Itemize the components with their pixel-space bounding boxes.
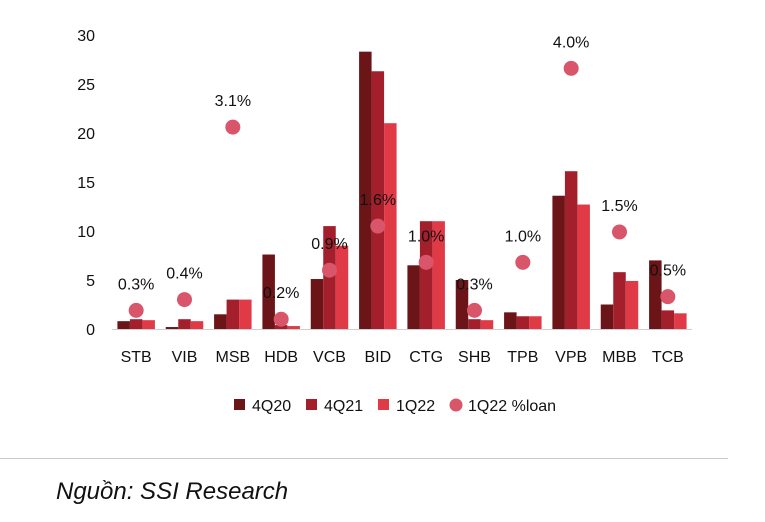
loan-ratio-points: 0.3% 0.4% 3.1% 0.2% 0.9% 1.6% 1.0% 0.3% 1.0% 4.0%… <box>118 34 686 327</box>
loan-point-vib <box>177 292 192 308</box>
x-tick-label: MSB <box>215 349 250 366</box>
legend-label: 1Q22 %loan <box>468 398 556 415</box>
bar-4q20-hdb <box>262 254 275 329</box>
bar-4q21-mbb <box>613 272 626 329</box>
bar-1q22-vcb <box>335 245 349 329</box>
legend-swatch <box>234 399 245 410</box>
y-tick-label: 10 <box>77 224 95 241</box>
bar-4q21-stb <box>129 319 143 329</box>
legend-item-1q22-loan: 1Q22 %loan <box>449 398 556 415</box>
source-note: Nguồn: SSI Research <box>56 478 289 505</box>
bar-4q20-mbb <box>600 304 614 329</box>
bar-1q22-stb <box>142 320 155 329</box>
y-axis-ticks: 0 5 10 15 20 25 30 <box>77 28 95 339</box>
bar-4q21-tcb <box>661 310 675 329</box>
y-tick-label: 25 <box>77 77 95 94</box>
legend-item-1q22: 1Q22 <box>378 398 435 415</box>
bar-4q20-tcb <box>649 260 662 329</box>
y-tick-label: 20 <box>77 126 95 143</box>
bars <box>117 51 687 329</box>
loan-point-mbb <box>612 224 627 240</box>
x-tick-label: TPB <box>507 349 538 366</box>
bar-4q20-vib <box>165 327 179 329</box>
bar-4q21-ctg <box>419 221 433 329</box>
loan-point-msb <box>225 119 241 135</box>
bar-1q22-bid <box>384 123 397 329</box>
legend-label: 1Q22 <box>396 398 435 415</box>
bar-4q21-bid <box>371 71 385 329</box>
legend-label: 4Q21 <box>324 398 363 415</box>
bar-4q20-vcb <box>310 279 324 329</box>
x-tick-label: SHB <box>458 349 491 366</box>
x-tick-label: VIB <box>172 349 198 366</box>
bar-4q20-msb <box>214 314 227 329</box>
bar-4q20-vpb <box>552 195 565 329</box>
legend-label: 4Q20 <box>252 398 291 415</box>
bar-4q21-vpb <box>564 171 578 329</box>
legend-item-4q21: 4Q21 <box>306 398 363 415</box>
y-tick-label: 5 <box>86 273 95 290</box>
x-tick-label: VPB <box>555 349 587 366</box>
divider <box>0 458 728 459</box>
bar-1q22-mbb <box>625 280 639 329</box>
bar-chart: 0 5 10 15 20 25 30 0.3% 0.4% 3.1% 0.2% 0.9% 1.6% 1.0… <box>77 28 692 415</box>
loan-label-mbb: 1.5% <box>601 198 637 215</box>
legend-swatch <box>449 398 463 412</box>
loan-label-vib: 0.4% <box>166 266 202 283</box>
bar-1q22-msb <box>239 299 252 329</box>
bar-4q21-vib <box>178 319 191 329</box>
loan-point-ctg <box>418 254 434 270</box>
y-tick-label: 15 <box>77 175 95 192</box>
bar-1q22-ctg <box>432 221 445 329</box>
bar-4q21-hdb <box>274 325 288 329</box>
bar-4q20-bid <box>359 51 372 329</box>
x-tick-label: VCB <box>313 349 346 366</box>
bar-4q20-ctg <box>407 265 420 329</box>
legend: 4Q20 4Q21 1Q22 1Q22 %loan <box>234 398 556 415</box>
loan-point-vpb <box>563 60 579 76</box>
bar-1q22-vpb <box>577 204 590 329</box>
loan-label-tcb: 0.5% <box>650 263 686 280</box>
loan-label-vpb: 4.0% <box>553 34 589 51</box>
y-tick-label: 30 <box>77 28 95 45</box>
loan-point-stb <box>128 302 144 318</box>
loan-label-ctg: 1.0% <box>408 228 444 245</box>
bar-4q21-shb <box>468 319 481 329</box>
y-tick-label: 0 <box>86 322 95 339</box>
loan-label-vcb: 0.9% <box>311 236 347 253</box>
bar-4q20-shb <box>455 280 469 329</box>
legend-swatch <box>306 399 317 410</box>
loan-label-shb: 0.3% <box>456 276 492 293</box>
bar-1q22-vib <box>190 321 204 329</box>
loan-point-hdb <box>273 311 289 327</box>
bar-1q22-shb <box>480 320 494 329</box>
x-axis-labels: STB VIB MSB HDB VCB BID CTG SHB TPB VPB MBB TCB <box>121 349 684 366</box>
x-tick-label: STB <box>121 349 152 366</box>
bar-4q20-tpb <box>504 312 517 329</box>
loan-point-bid <box>370 218 386 234</box>
loan-label-hdb: 0.2% <box>263 285 299 302</box>
x-tick-label: TCB <box>652 349 684 366</box>
bar-1q22-hdb <box>287 326 300 329</box>
x-tick-label: HDB <box>264 349 298 366</box>
x-tick-label: MBB <box>602 349 637 366</box>
loan-label-bid: 1.6% <box>360 192 396 209</box>
loan-point-vcb <box>322 262 337 278</box>
bar-4q21-tpb <box>516 316 530 329</box>
bar-1q22-tpb <box>529 316 542 329</box>
x-tick-label: CTG <box>409 349 443 366</box>
loan-label-tpb: 1.0% <box>505 228 541 245</box>
bar-1q22-tcb <box>674 313 687 329</box>
loan-point-tpb <box>515 254 531 270</box>
legend-item-4q20: 4Q20 <box>234 398 291 415</box>
bar-4q21-msb <box>226 299 240 329</box>
x-tick-label: BID <box>364 349 391 366</box>
legend-swatch <box>378 399 389 410</box>
loan-label-stb: 0.3% <box>118 276 154 293</box>
loan-point-tcb <box>660 289 676 305</box>
loan-point-shb <box>467 302 482 318</box>
loan-label-msb: 3.1% <box>215 93 251 110</box>
bar-4q20-stb <box>117 321 130 329</box>
